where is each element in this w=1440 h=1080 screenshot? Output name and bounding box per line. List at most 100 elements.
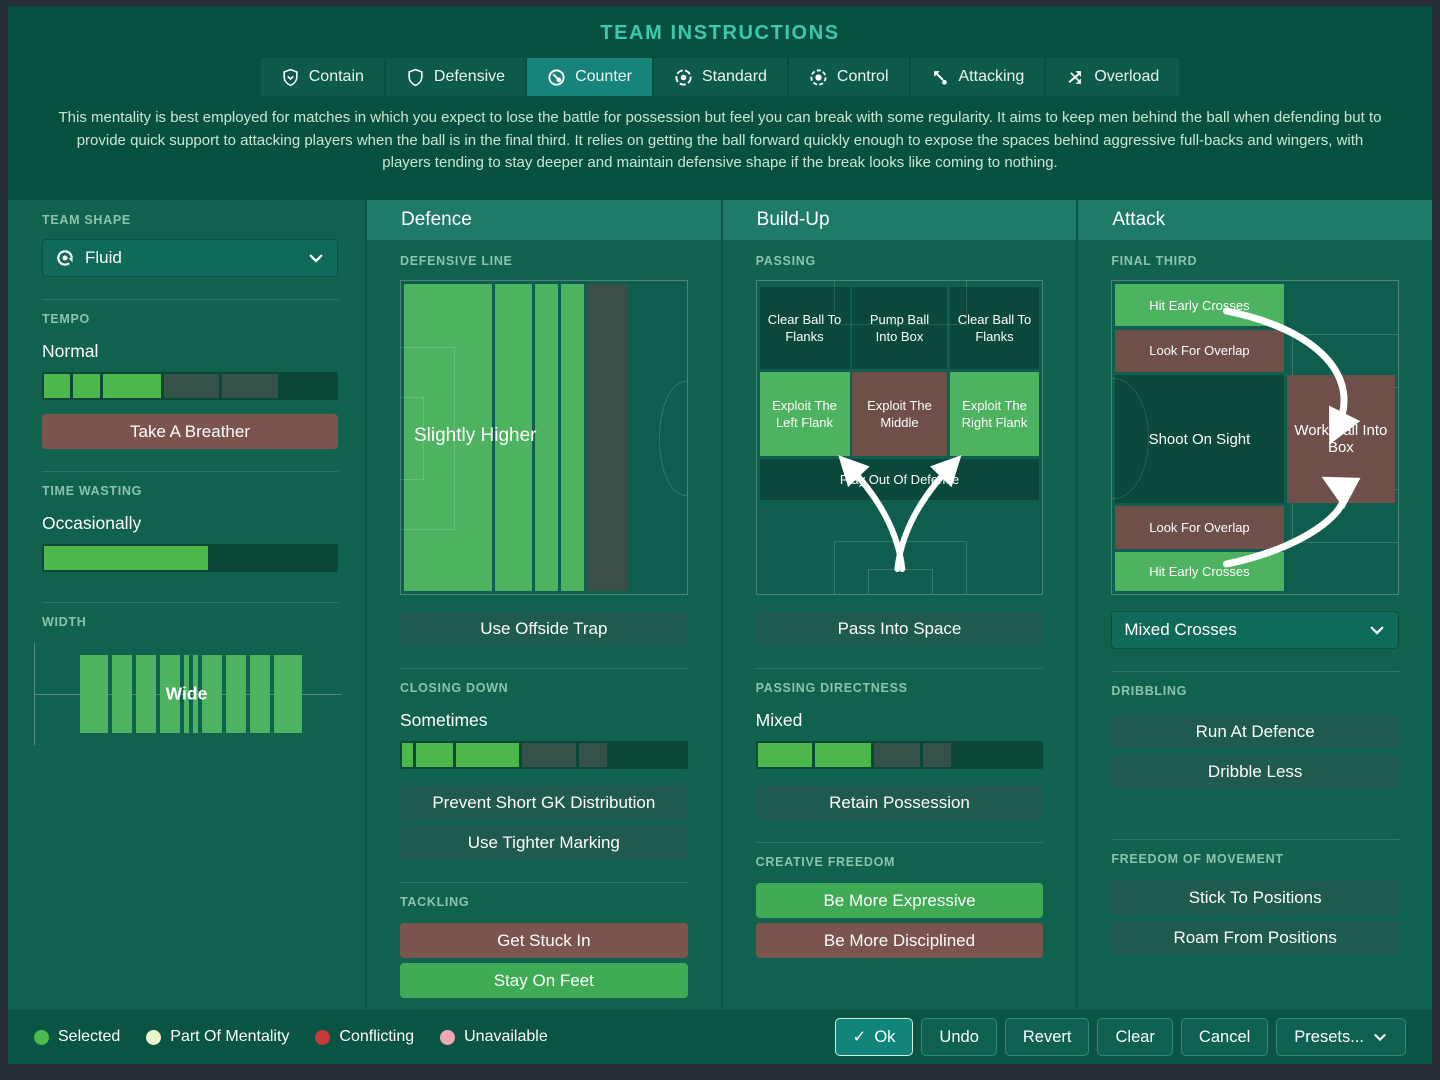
defensive-line-band	[535, 284, 559, 591]
top-box-marking	[833, 281, 968, 325]
presets-button[interactable]: Presets...	[1276, 1018, 1406, 1056]
take-a-breather-button[interactable]: Take A Breather	[42, 414, 338, 449]
crosses-value: Mixed Crosses	[1124, 620, 1237, 639]
width-bar	[112, 655, 132, 733]
slider-segment	[578, 743, 607, 767]
tab-counter[interactable]: Counter	[527, 58, 652, 96]
be-more-disciplined-button[interactable]: Be More Disciplined	[755, 923, 1044, 958]
crossing-arrows	[1223, 307, 1361, 568]
zone-exploit-middle[interactable]: Exploit The Middle	[852, 371, 947, 457]
zone-exploit-left-flank[interactable]: Exploit The Left Flank	[759, 371, 850, 457]
clear-button[interactable]: Clear	[1097, 1018, 1173, 1056]
closing-down-slider[interactable]	[400, 741, 688, 769]
time-wasting-value: Occasionally	[42, 513, 142, 533]
part-of-mentality-dot	[146, 1029, 162, 1045]
roam-from-positions-button[interactable]: Roam From Positions	[1111, 920, 1400, 955]
get-stuck-in-button[interactable]: Get Stuck In	[400, 923, 688, 958]
legend-unavailable: Unavailable	[440, 1028, 548, 1046]
stay-on-feet-button[interactable]: Stay On Feet	[400, 963, 688, 998]
tab-contain[interactable]: Contain	[260, 58, 384, 96]
tab-attacking[interactable]: Attacking	[910, 58, 1045, 96]
crosses-dropdown[interactable]: Mixed Crosses	[1111, 611, 1400, 649]
tab-standard[interactable]: Standard	[653, 58, 787, 96]
status-legend: Selected Part Of Mentality Conflicting U…	[34, 1028, 548, 1046]
header-section: TEAM INSTRUCTIONS Contain Defensive Coun…	[8, 6, 1432, 200]
legend-label: Selected	[58, 1028, 121, 1045]
zone-clear-ball-right[interactable]: Clear Ball To Flanks	[949, 287, 1040, 369]
slider-segment	[73, 374, 100, 398]
tab-label: Defensive	[433, 68, 506, 85]
tab-label: Standard	[701, 68, 767, 85]
team-shape-dropdown[interactable]: Fluid	[42, 239, 338, 277]
width-label: WIDTH	[42, 615, 87, 629]
footer-buttons: ✓ Ok Undo Revert Clear Cancel Presets...	[834, 1018, 1406, 1056]
defensive-line-band	[495, 284, 533, 591]
standard-icon	[675, 68, 692, 86]
retain-possession-button[interactable]: Retain Possession	[755, 785, 1044, 820]
tab-overload[interactable]: Overload	[1046, 58, 1180, 96]
attacking-arrow-icon	[933, 70, 947, 85]
defensive-line-band	[560, 284, 584, 591]
zone-look-for-overlap-top[interactable]: Look For Overlap	[1115, 329, 1284, 372]
pass-into-space-button[interactable]: Pass Into Space	[755, 611, 1044, 646]
zone-exploit-right-flank[interactable]: Exploit The Right Flank	[949, 371, 1040, 457]
footer-bar: Selected Part Of Mentality Conflicting U…	[8, 1010, 1432, 1064]
fluid-shape-icon	[57, 250, 73, 266]
time-wasting-label: TIME WASTING	[42, 484, 143, 498]
zone-pump-ball-into-box[interactable]: Pump Ball Into Box	[852, 287, 947, 369]
check-icon: ✓	[852, 1028, 867, 1046]
closing-down-value: Sometimes	[400, 710, 488, 730]
width-value: Wide	[165, 683, 208, 704]
ok-button[interactable]: ✓ Ok	[834, 1018, 914, 1056]
undo-button[interactable]: Undo	[921, 1018, 997, 1056]
width-widget[interactable]: Wide	[34, 643, 342, 745]
revert-button[interactable]: Revert	[1004, 1018, 1090, 1056]
slider-segment	[416, 743, 454, 767]
final-third-label: FINAL THIRD	[1111, 254, 1198, 268]
time-wasting-slider[interactable]	[42, 544, 338, 572]
defensive-line-label: DEFENSIVE LINE	[400, 254, 513, 268]
slider-segment	[456, 743, 519, 767]
passing-directness-slider[interactable]	[755, 741, 1044, 769]
tab-label: Contain	[308, 68, 364, 85]
team-shape-value: Fluid	[85, 248, 122, 267]
be-more-expressive-button[interactable]: Be More Expressive	[755, 883, 1044, 918]
overload-arrows-icon	[1068, 70, 1082, 84]
width-bar	[80, 655, 108, 733]
zone-clear-ball-left[interactable]: Clear Ball To Flanks	[759, 287, 850, 369]
tempo-slider[interactable]	[42, 372, 338, 400]
divider	[42, 602, 338, 603]
zone-play-out-of-defence[interactable]: Play Out Of Defence	[759, 459, 1040, 501]
passing-directness-value: Mixed	[755, 710, 803, 730]
slider-segment	[521, 743, 576, 767]
slider-segment	[874, 743, 920, 767]
dribble-less-button[interactable]: Dribble Less	[1111, 754, 1400, 789]
control-icon	[810, 68, 827, 86]
contain-shield-icon	[283, 68, 298, 86]
use-offside-trap-button[interactable]: Use Offside Trap	[400, 611, 688, 646]
width-bar	[202, 655, 222, 733]
slider-segment	[757, 743, 812, 767]
divider	[42, 299, 338, 300]
use-tighter-marking-button[interactable]: Use Tighter Marking	[400, 825, 688, 860]
prevent-short-gk-button[interactable]: Prevent Short GK Distribution	[400, 785, 688, 820]
run-at-defence-button[interactable]: Run At Defence	[1111, 714, 1400, 749]
selected-dot	[34, 1029, 49, 1045]
team-shape-label: TEAM SHAPE	[42, 213, 131, 227]
tab-defensive[interactable]: Defensive	[385, 58, 526, 96]
penalty-box-marking	[400, 346, 456, 531]
stick-to-positions-button[interactable]: Stick To Positions	[1111, 880, 1400, 915]
tab-label: Overload	[1094, 68, 1160, 85]
tab-control[interactable]: Control	[788, 58, 909, 96]
passing-arrows	[837, 455, 962, 572]
cancel-button[interactable]: Cancel	[1180, 1018, 1269, 1056]
width-bar	[184, 655, 189, 733]
main-content: TEAM SHAPE Fluid TEMPO Normal Take A Bre…	[8, 200, 1433, 1010]
zone-look-for-overlap-bottom[interactable]: Look For Overlap	[1115, 506, 1284, 549]
defensive-line-value: Slightly Higher	[414, 424, 537, 446]
divider	[42, 471, 338, 472]
six-yard-box-marking	[400, 396, 424, 481]
zone-shoot-on-sight[interactable]: Shoot On Sight	[1115, 374, 1284, 504]
chevron-down-icon	[1374, 1034, 1386, 1042]
presets-label: Presets...	[1294, 1027, 1364, 1046]
